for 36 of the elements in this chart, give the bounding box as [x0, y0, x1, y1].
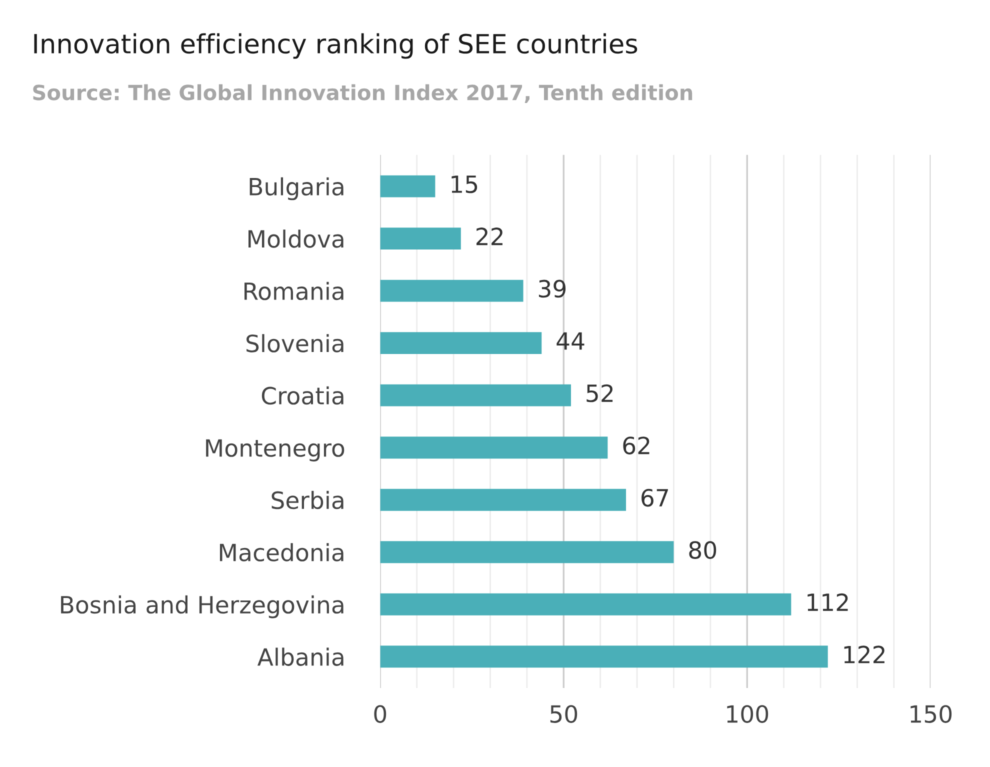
y-tick-label: Montenegro	[206, 439, 344, 462]
bar	[380, 384, 571, 406]
data-label: 52	[586, 384, 613, 402]
x-tick-label: 100	[727, 705, 768, 723]
bar	[380, 646, 828, 668]
y-tick-label: Bulgaria	[250, 177, 344, 200]
y-tick-label: Croatia	[262, 386, 344, 405]
data-label: 15	[452, 176, 478, 194]
y-tick-label: Slovenia	[246, 334, 344, 352]
data-label: 44	[556, 332, 584, 350]
bar	[380, 541, 674, 564]
bar	[380, 332, 542, 354]
data-label: 62	[623, 436, 650, 454]
y-tick-label: Macedonia	[220, 543, 344, 562]
data-label: 80	[689, 541, 716, 559]
bar	[380, 436, 608, 459]
chart-subtitle: Source: The Global Innovation Index 2017, Tenth edition	[33, 84, 692, 104]
y-tick-label: Bosnia and Herzegovina	[61, 595, 344, 618]
y-tick-label: Romania	[244, 282, 344, 300]
chart-title: Innovation efficiency ranking of SEE countries	[34, 33, 638, 59]
bar	[380, 280, 524, 302]
bar	[380, 175, 436, 198]
x-tick-label: 0	[374, 705, 386, 723]
x-tick-label: 50	[550, 705, 578, 723]
bar	[380, 228, 461, 250]
y-tick-label: Moldova	[248, 230, 344, 248]
y-tick-label: Serbia	[272, 490, 344, 510]
data-label: 122	[844, 646, 884, 664]
data-label: 39	[538, 280, 566, 298]
y-tick-label: Albania	[257, 648, 344, 666]
data-label: 112	[808, 593, 848, 611]
bar	[380, 593, 792, 616]
data-label: 67	[642, 488, 668, 507]
data-label: 22	[476, 228, 502, 246]
x-tick-label: 150	[910, 705, 952, 723]
bar	[380, 488, 626, 511]
